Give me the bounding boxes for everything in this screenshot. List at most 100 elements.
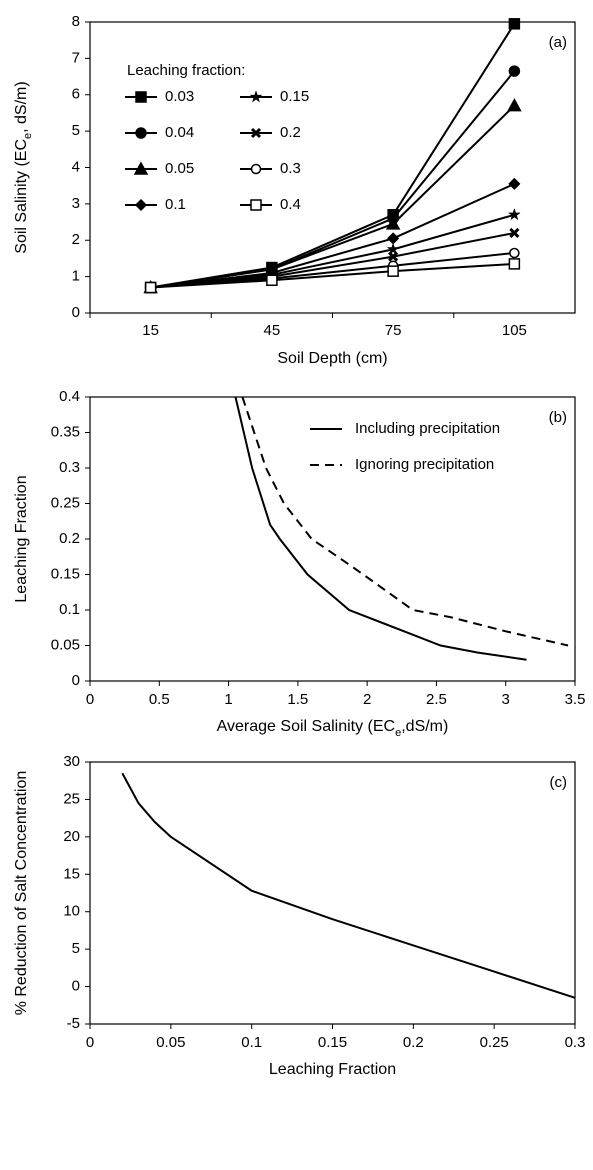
y-tick-label: 0.15: [51, 565, 80, 582]
x-tick-label: 0.25: [480, 1034, 509, 1051]
marker: [509, 247, 520, 259]
y-axis-label: % Reduction of Salt Concentration: [13, 771, 30, 1016]
marker: [385, 216, 401, 230]
panel-annotation: (a): [549, 34, 567, 51]
y-tick-label: 15: [63, 865, 80, 882]
x-tick-label: 0: [86, 1034, 94, 1051]
series-line: [234, 396, 527, 661]
legend-title: Leaching fraction:: [127, 62, 245, 79]
marker: [508, 258, 521, 270]
y-tick-label: 0.25: [51, 494, 80, 511]
x-tick-label: 3: [502, 691, 510, 708]
legend-marker: [134, 198, 148, 212]
y-tick-label: 0.2: [59, 530, 80, 547]
series-line: [150, 104, 516, 289]
x-tick-label: 1.5: [287, 691, 308, 708]
legend-label: 0.15: [280, 88, 309, 105]
x-tick-label: 45: [264, 322, 281, 339]
x-tick-label: 0.2: [403, 1034, 424, 1051]
legend-label: 0.3: [280, 160, 301, 177]
marker: [387, 265, 399, 277]
x-tick-label: 2.5: [426, 691, 447, 708]
marker: [388, 251, 399, 262]
marker: [509, 227, 520, 239]
legend-label: 0.05: [165, 160, 194, 177]
x-tick-label: 105: [502, 322, 527, 339]
legend-marker: [250, 127, 262, 139]
y-tick-label: 0.05: [51, 636, 80, 653]
x-tick-label: 15: [142, 322, 159, 339]
x-axis-label: Soil Depth (cm): [277, 350, 387, 367]
marker: [144, 281, 157, 294]
y-tick-label: 0.3: [59, 459, 80, 476]
legend-label: 0.2: [280, 124, 301, 141]
x-tick-label: 1: [224, 691, 232, 708]
y-tick-label: -5: [67, 1015, 80, 1032]
x-tick-label: 0.15: [318, 1034, 347, 1051]
y-tick-label: 0.4: [59, 388, 80, 405]
marker: [508, 177, 521, 190]
panel-annotation: (b): [549, 409, 567, 426]
x-axis-label: Leaching Fraction: [269, 1061, 396, 1078]
y-axis-label-part: , dS/m): [13, 81, 30, 133]
legend-label: 0.1: [165, 196, 186, 213]
y-tick-label: 0.35: [51, 423, 80, 440]
y-tick-label: 8: [72, 13, 80, 30]
x-tick-label: 0.3: [565, 1034, 586, 1051]
y-tick-label: 1: [72, 268, 80, 285]
x-axis-label-part: e: [395, 727, 401, 739]
marker: [508, 65, 521, 77]
legend-label: 0.04: [165, 124, 194, 141]
y-tick-label: 6: [72, 86, 80, 103]
legend-label: 0.03: [165, 88, 194, 105]
legend-label: Including precipitation: [355, 420, 500, 437]
series-line: [150, 262, 515, 289]
legend-marker: [135, 91, 147, 103]
y-axis-label-part: e: [22, 133, 34, 139]
x-tick-label: 0: [86, 691, 94, 708]
y-axis-label-part: Soil Salinity (EC: [13, 139, 30, 254]
y-tick-label: 3: [72, 195, 80, 212]
y-tick-label: 0: [72, 672, 80, 689]
y-tick-label: 0.1: [59, 601, 80, 618]
y-tick-label: 25: [63, 790, 80, 807]
x-tick-label: 75: [385, 322, 402, 339]
legend-label: Ignoring precipitation: [355, 456, 494, 473]
y-tick-label: 2: [72, 231, 80, 248]
y-axis-label: Soil Salinity (ECe, dS/m): [13, 81, 34, 253]
x-tick-label: 3.5: [565, 691, 586, 708]
y-tick-label: 0: [72, 978, 80, 995]
marker: [266, 274, 278, 287]
marker: [508, 18, 521, 30]
marker: [507, 207, 521, 221]
x-tick-label: 2: [363, 691, 371, 708]
legend-marker: [135, 127, 147, 139]
plot-frame: [89, 761, 576, 1025]
x-axis-label-part: Average Soil Salinity (EC: [217, 718, 395, 735]
x-tick-label: 0.05: [156, 1034, 185, 1051]
y-axis-label: Leaching Fraction: [13, 475, 30, 602]
marker: [386, 242, 400, 255]
plot-frame: [89, 396, 576, 682]
x-axis-label: Average Soil Salinity (ECe,dS/m): [217, 718, 449, 739]
x-tick-label: 0.1: [241, 1034, 262, 1051]
legend-label: 0.4: [280, 196, 301, 213]
y-tick-label: 0: [72, 304, 80, 321]
y-tick-label: 20: [63, 828, 80, 845]
legend-marker: [250, 199, 262, 211]
marker: [387, 232, 400, 245]
panel-annotation: (c): [550, 774, 568, 791]
legend-marker: [249, 90, 263, 103]
y-tick-label: 5: [72, 122, 80, 139]
legend-marker: [133, 161, 149, 175]
y-tick-label: 4: [72, 158, 80, 175]
marker: [507, 98, 522, 112]
y-tick-label: 5: [72, 940, 80, 957]
series-line: [121, 772, 576, 999]
x-axis-label-part: ,dS/m): [401, 718, 448, 735]
y-tick-label: 10: [63, 903, 80, 920]
x-tick-label: 0.5: [149, 691, 170, 708]
legend-marker: [250, 163, 262, 175]
